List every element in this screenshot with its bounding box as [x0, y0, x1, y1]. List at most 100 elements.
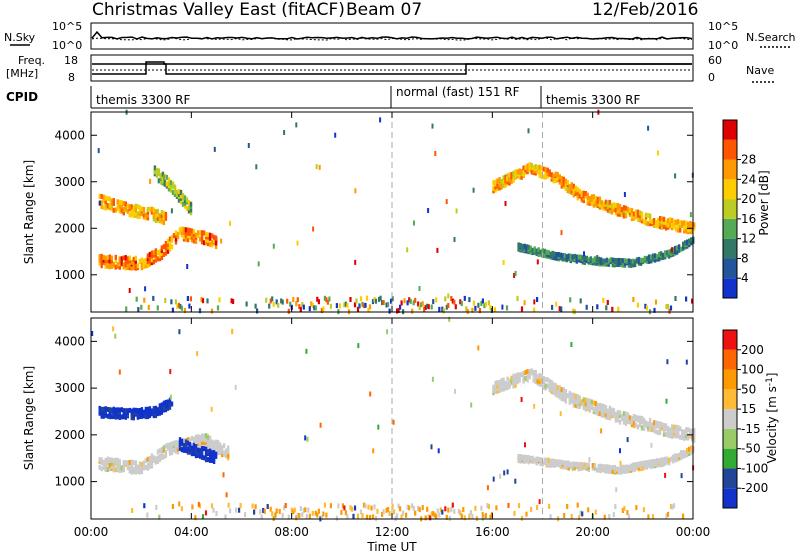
ground-scatter-cell	[373, 504, 376, 510]
echo-cell	[182, 447, 186, 453]
echo-cell	[577, 254, 580, 260]
echo-cell	[196, 233, 200, 239]
echo-cell	[146, 259, 150, 264]
echo-cell	[615, 466, 619, 472]
echo-cell	[539, 249, 542, 255]
noise-cell	[431, 123, 434, 129]
echo-cell	[150, 408, 154, 414]
echo-cell	[521, 454, 524, 460]
noise-cell	[170, 208, 173, 214]
echo-cell	[610, 203, 614, 209]
echo-cell	[636, 415, 640, 421]
echo-cell	[194, 438, 198, 444]
echo-cell	[664, 220, 668, 226]
ground-scatter-cell	[353, 505, 357, 511]
echo-cell	[138, 205, 142, 211]
echo-cell	[610, 413, 614, 419]
echo-cell	[637, 461, 641, 467]
echo-cell	[112, 467, 115, 473]
echo-cell	[548, 387, 551, 393]
echo-cell	[638, 213, 642, 219]
ground-scatter-cell	[480, 505, 483, 511]
echo-cell	[536, 164, 539, 170]
echo-cell	[516, 372, 519, 378]
ground-scatter-cell	[411, 503, 414, 509]
echo-cell	[146, 209, 150, 215]
echo-cell	[693, 430, 696, 436]
echo-cell	[624, 411, 628, 417]
echo-cell	[169, 180, 173, 186]
ground-scatter-cell	[530, 506, 533, 512]
echo-cell	[685, 430, 688, 435]
echo-cell	[122, 408, 125, 414]
echo-cell	[538, 168, 541, 174]
velocity-y-axis-label: Slant Range [km]	[22, 366, 36, 470]
echo-cell	[100, 200, 103, 206]
x-axis-label: Time UT	[366, 540, 417, 554]
echo-cell	[586, 404, 589, 410]
ground-scatter-cell	[356, 513, 360, 519]
echo-cell	[681, 429, 684, 435]
echo-cell	[108, 202, 111, 208]
echo-cell	[679, 426, 682, 432]
echo-cell	[558, 177, 561, 183]
echo-cell	[186, 227, 190, 233]
echo-cell	[617, 257, 621, 263]
echo-cell	[613, 257, 617, 263]
ground-scatter-cell	[254, 303, 257, 309]
echo-cell	[640, 425, 644, 431]
echo-cell	[134, 460, 137, 466]
echo-cell	[164, 215, 168, 221]
ground-scatter-cell	[632, 297, 635, 302]
ground-scatter-cell	[287, 514, 290, 520]
echo-cell	[108, 196, 111, 202]
ground-scatter-cell	[402, 510, 405, 516]
echo-cell	[621, 258, 625, 264]
echo-cell	[128, 262, 131, 268]
echo-cell	[586, 200, 589, 206]
echo-cell	[508, 175, 511, 181]
colorbar-tick-label: 15	[741, 402, 756, 416]
echo-cell	[572, 183, 575, 189]
echo-cell	[649, 254, 653, 260]
echo-cell	[180, 226, 184, 232]
colorbar-swatch	[723, 179, 737, 200]
echo-cell	[554, 386, 557, 392]
echo-cell	[588, 402, 592, 408]
ground-scatter-cell	[385, 507, 388, 513]
echo-cell	[595, 467, 599, 473]
echo-cell	[104, 263, 107, 269]
echo-cell	[676, 431, 680, 437]
echo-cell	[627, 258, 631, 264]
echo-cell	[164, 399, 168, 405]
ground-scatter-cell	[194, 515, 197, 521]
noise-cell	[112, 326, 115, 332]
noise-cell	[392, 419, 395, 425]
noise-right-tick-low: 10^0	[708, 39, 738, 52]
ground-scatter-cell	[487, 300, 490, 306]
noise-cell	[492, 476, 495, 482]
ground-scatter-cell	[289, 301, 292, 307]
x-tick-label: 08:00	[274, 525, 309, 539]
echo-cell	[685, 427, 688, 433]
echo-cell	[158, 407, 162, 413]
echo-cell	[164, 449, 168, 455]
colorbar-swatch	[723, 409, 737, 429]
echo-cell	[562, 387, 565, 393]
echo-cell	[108, 462, 111, 468]
ground-scatter-cell	[447, 507, 450, 513]
echo-cell	[162, 220, 166, 226]
echo-cell	[160, 212, 164, 218]
x-tick-label: 00:00	[676, 525, 711, 539]
echo-cell	[688, 238, 691, 244]
echo-cell	[636, 212, 640, 218]
echo-cell	[500, 386, 503, 392]
echo-cell	[152, 250, 156, 256]
ground-scatter-cell	[271, 511, 274, 517]
echo-cell	[577, 257, 580, 263]
echo-cell	[654, 429, 658, 435]
echo-cell	[506, 385, 509, 390]
echo-cell	[551, 250, 554, 256]
echo-cell	[572, 399, 575, 405]
